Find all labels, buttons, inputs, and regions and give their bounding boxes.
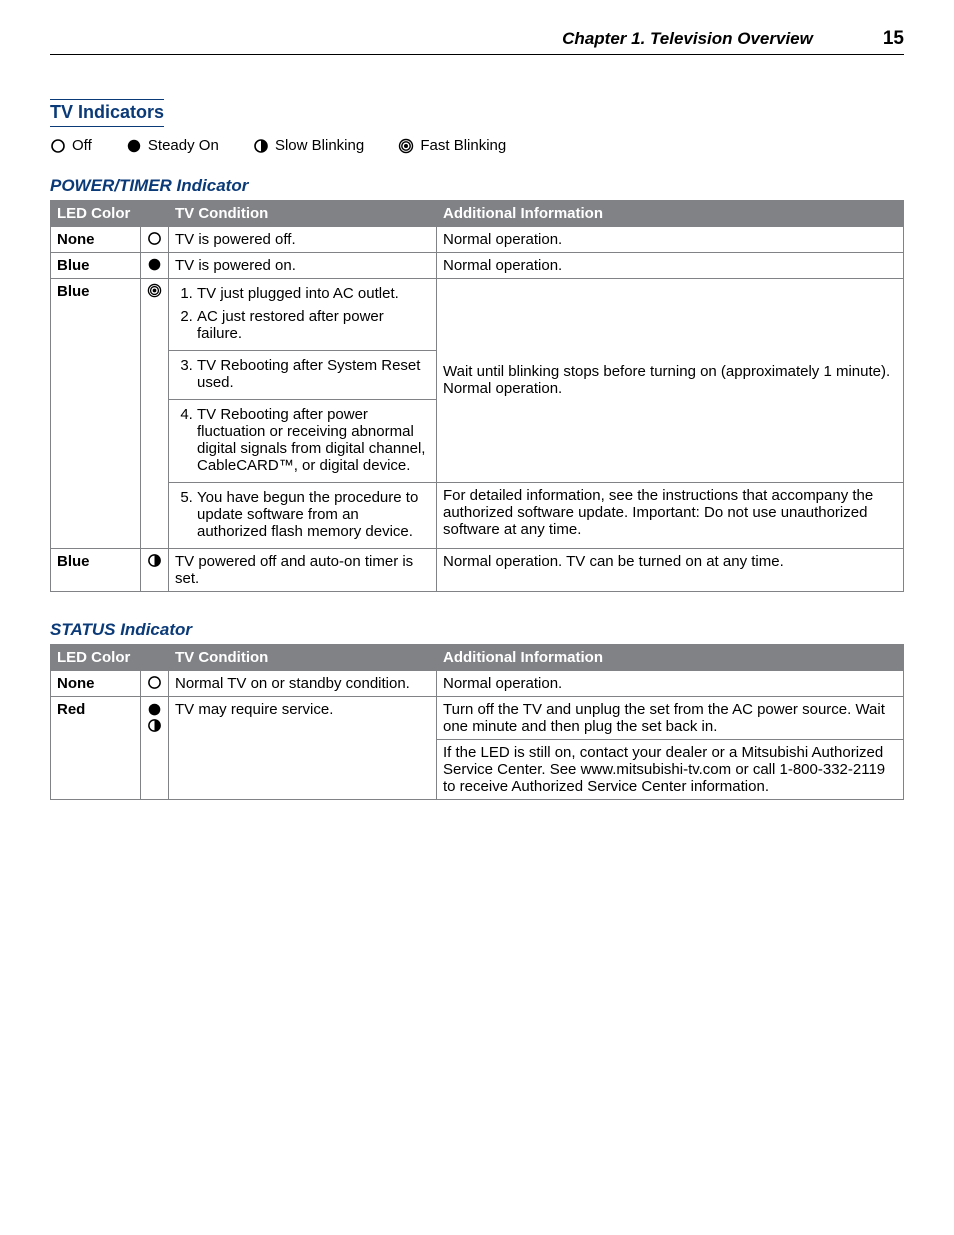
tv-condition: TV may require service. (169, 696, 437, 799)
steady-on-icon (126, 138, 142, 154)
additional-info: For detailed information, see the instru… (437, 482, 904, 548)
led-icon-cell (141, 548, 169, 591)
led-icon-cell (141, 696, 169, 799)
tv-condition: TV Rebooting after power fluctuation or … (169, 399, 437, 482)
legend-slow-label: Slow Blinking (275, 137, 364, 154)
table-row: Blue TV powered off and auto-on timer is… (51, 548, 904, 591)
additional-info: Normal operation. TV can be turned on at… (437, 548, 904, 591)
page-number: 15 (883, 28, 904, 50)
additional-info: Normal operation. (437, 670, 904, 696)
slow-blinking-icon (147, 718, 162, 733)
slow-blinking-icon (253, 138, 269, 154)
condition-list: TV just plugged into AC outlet. AC just … (175, 283, 430, 346)
tv-condition: TV is powered off. (169, 226, 437, 252)
slow-blinking-icon (147, 553, 162, 568)
legend-steady-label: Steady On (148, 137, 219, 154)
additional-info: Wait until blinking stops before turning… (437, 278, 904, 482)
fast-blinking-icon (398, 138, 414, 154)
section-title: TV Indicators (50, 99, 164, 127)
legend-fast: Fast Blinking (398, 137, 506, 154)
status-heading: STATUS Indicator (50, 620, 904, 640)
additional-info: Turn off the TV and unplug the set from … (437, 696, 904, 739)
legend-fast-label: Fast Blinking (420, 137, 506, 154)
tv-condition: Normal TV on or standby condition. (169, 670, 437, 696)
list-item: AC just restored after power failure. (197, 306, 430, 346)
led-color: Red (51, 696, 141, 799)
legend: Off Steady On Slow Blinking Fast Blinkin… (50, 137, 904, 158)
tv-condition: TV just plugged into AC outlet. AC just … (169, 278, 437, 350)
table-header-row: LED Color TV Condition Additional Inform… (51, 200, 904, 226)
off-icon (147, 231, 162, 246)
condition-list: TV Rebooting after System Reset used. (175, 355, 430, 395)
steady-on-icon (147, 257, 162, 272)
tv-condition: TV is powered on. (169, 252, 437, 278)
th-led: LED Color (51, 200, 169, 226)
th-info: Additional Information (437, 200, 904, 226)
th-info: Additional Information (437, 644, 904, 670)
list-item: You have begun the procedure to update s… (197, 487, 430, 544)
table-row: Red TV may require service. Turn off the… (51, 696, 904, 739)
led-color: Blue (51, 278, 141, 482)
table-row: You have begun the procedure to update s… (51, 482, 904, 548)
led-color-empty (51, 482, 141, 548)
power-timer-table: LED Color TV Condition Additional Inform… (50, 200, 904, 592)
th-cond: TV Condition (169, 200, 437, 226)
off-icon (147, 675, 162, 690)
condition-list: You have begun the procedure to update s… (175, 487, 430, 544)
list-item: TV Rebooting after System Reset used. (197, 355, 430, 395)
steady-on-icon (147, 702, 162, 717)
table-header-row: LED Color TV Condition Additional Inform… (51, 644, 904, 670)
list-item: TV Rebooting after power fluctuation or … (197, 404, 430, 478)
legend-off: Off (50, 137, 92, 154)
table-row: None TV is powered off. Normal operation… (51, 226, 904, 252)
table-row: None Normal TV on or standby condition. … (51, 670, 904, 696)
page-header: Chapter 1. Television Overview 15 (50, 28, 904, 55)
led-icon-cell (141, 278, 169, 482)
led-icon-empty (141, 482, 169, 548)
th-led: LED Color (51, 644, 169, 670)
additional-info: Normal operation. (437, 252, 904, 278)
chapter-title: Chapter 1. Television Overview (562, 29, 813, 49)
status-table: LED Color TV Condition Additional Inform… (50, 644, 904, 800)
tv-condition: You have begun the procedure to update s… (169, 482, 437, 548)
power-timer-heading: POWER/TIMER Indicator (50, 176, 904, 196)
led-color: None (51, 226, 141, 252)
th-cond: TV Condition (169, 644, 437, 670)
list-item: TV just plugged into AC outlet. (197, 283, 430, 306)
tv-condition: TV powered off and auto-on timer is set. (169, 548, 437, 591)
tv-condition: TV Rebooting after System Reset used. (169, 350, 437, 399)
additional-info: Normal operation. (437, 226, 904, 252)
section-title-wrap: TV Indicators (50, 99, 904, 137)
led-icon-cell (141, 226, 169, 252)
off-icon (50, 138, 66, 154)
legend-off-label: Off (72, 137, 92, 154)
legend-steady: Steady On (126, 137, 219, 154)
additional-info: If the LED is still on, contact your dea… (437, 739, 904, 799)
condition-list: TV Rebooting after power fluctuation or … (175, 404, 430, 478)
legend-slow: Slow Blinking (253, 137, 364, 154)
led-color: None (51, 670, 141, 696)
led-icon-cell (141, 252, 169, 278)
table-row: Blue TV just plugged into AC outlet. AC … (51, 278, 904, 350)
table-row: Blue TV is powered on. Normal operation. (51, 252, 904, 278)
led-color: Blue (51, 252, 141, 278)
led-color: Blue (51, 548, 141, 591)
led-icon-cell (141, 670, 169, 696)
fast-blinking-icon (147, 283, 162, 298)
